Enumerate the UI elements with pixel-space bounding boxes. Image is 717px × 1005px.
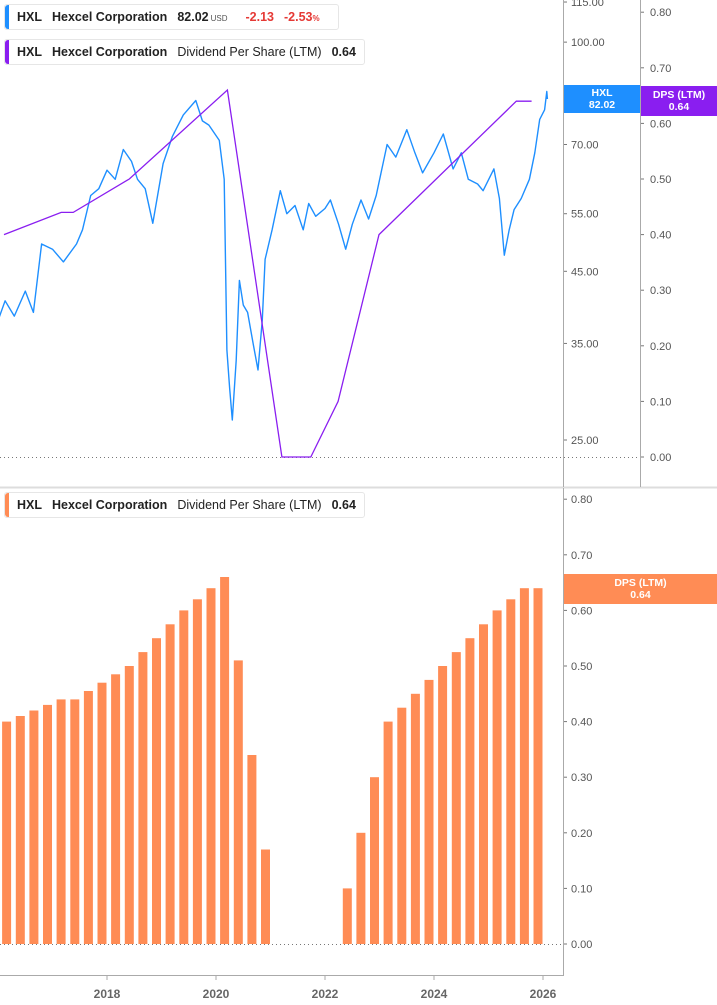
dps-bar	[2, 721, 12, 944]
bar-y-tick-label: 0.00	[571, 939, 592, 951]
dps-bar	[206, 588, 216, 944]
bar-y-tick-label: 0.70	[571, 550, 592, 562]
price-line	[0, 90, 549, 421]
legend-metric: Dividend Per Share (LTM)	[177, 45, 322, 59]
x-tick-label: 2022	[312, 987, 339, 1001]
price-tick-label: 100.00	[571, 37, 605, 49]
legend-dps-top[interactable]: HXL Hexcel Corporation Dividend Per Shar…	[4, 39, 365, 65]
bar-y-tick-label: 0.80	[571, 494, 592, 506]
legend-color-price	[5, 5, 9, 29]
dps-bar	[438, 666, 448, 944]
dps-bar	[492, 610, 502, 944]
dps-bar	[70, 699, 80, 944]
legend-color-dps-bar	[5, 493, 9, 517]
dps-bar	[43, 704, 52, 944]
bar-y-tick-label: 0.40	[571, 717, 592, 729]
legend-ticker: HXL	[17, 45, 42, 59]
legend-price-value: 82.02 USD	[177, 10, 228, 24]
x-tick-label: 2018	[94, 987, 121, 1001]
legend-dps-bottom[interactable]: HXL Hexcel Corporation Dividend Per Shar…	[4, 492, 365, 518]
dps-tick-label: 0.50	[650, 174, 671, 186]
bar-y-tick-label: 0.50	[571, 661, 592, 673]
dps-tick-label: 0.70	[650, 63, 671, 75]
dps-bar	[220, 577, 230, 944]
dps-bar	[124, 666, 134, 944]
dps-bar	[519, 588, 529, 944]
dps-badge-bottom: DPS (LTM) 0.64	[564, 574, 717, 604]
dps-bar	[29, 710, 39, 944]
legend-change-pct: -2.53%	[283, 10, 320, 24]
dps-bar	[424, 679, 434, 944]
legend-color-dps	[5, 40, 9, 64]
dps-bar	[465, 638, 475, 944]
dps-bar	[533, 588, 543, 944]
dps-tick-label: 0.00	[650, 452, 671, 464]
legend-company: Hexcel Corporation	[52, 498, 168, 512]
dps-bar	[165, 624, 175, 944]
x-tick-label: 2024	[421, 987, 448, 1001]
dps-tick-label: 0.10	[650, 396, 671, 408]
price-tick-label: 35.00	[571, 338, 599, 350]
price-tick-label: 70.00	[571, 139, 599, 151]
dps-tick-label: 0.40	[650, 230, 671, 242]
dps-badge-top: DPS (LTM) 0.64	[641, 86, 717, 116]
dps-bar	[152, 638, 161, 944]
dps-bar	[247, 755, 257, 944]
dps-bar	[479, 624, 488, 944]
x-tick-label: 2026	[530, 987, 557, 1001]
x-tick-label: 2020	[203, 987, 230, 1001]
dps-bar	[356, 832, 366, 944]
dps-tick-label: 0.80	[650, 7, 671, 19]
dps-bar	[179, 610, 189, 944]
price-tick-label: 55.00	[571, 209, 599, 221]
dps-bar	[342, 888, 352, 944]
dps-bar	[15, 716, 25, 944]
bar-y-tick-label: 0.10	[571, 883, 592, 895]
legend-ticker: HXL	[17, 10, 42, 24]
dps-bar	[506, 599, 516, 944]
bar-y-tick-label: 0.20	[571, 828, 592, 840]
dps-bar	[370, 777, 379, 944]
legend-company: Hexcel Corporation	[52, 45, 168, 59]
dps-bar	[397, 707, 407, 944]
price-tick-label: 115.00	[571, 0, 604, 9]
dps-bar	[97, 682, 107, 944]
dps-bar	[233, 660, 243, 944]
dps-tick-label: 0.20	[650, 341, 671, 353]
dps-bar	[383, 721, 393, 944]
dps-bar	[410, 693, 420, 944]
dps-tick-label: 0.30	[650, 285, 671, 297]
dps-line	[3, 88, 532, 458]
legend-change: -2.13	[245, 10, 274, 24]
dps-tick-label: 0.60	[650, 118, 671, 130]
legend-value: 0.64	[331, 45, 356, 59]
dps-bar	[56, 699, 66, 944]
legend-value: 0.64	[331, 498, 356, 512]
bar-y-tick-label: 0.60	[571, 605, 592, 617]
bar-y-tick-label: 0.30	[571, 772, 592, 784]
dps-bar	[83, 691, 93, 944]
dps-bar	[192, 599, 202, 944]
dps-bar	[138, 652, 148, 944]
price-badge: HXL 82.02	[564, 85, 640, 113]
dps-bar	[451, 652, 461, 944]
legend-metric: Dividend Per Share (LTM)	[177, 498, 322, 512]
legend-company: Hexcel Corporation	[52, 10, 168, 24]
price-tick-label: 25.00	[571, 435, 599, 447]
legend-price[interactable]: HXL Hexcel Corporation 82.02 USD -2.13 -2…	[4, 4, 339, 30]
price-tick-label: 45.00	[571, 266, 599, 278]
dps-bar	[111, 674, 121, 944]
dps-bar	[261, 849, 270, 944]
legend-ticker: HXL	[17, 498, 42, 512]
